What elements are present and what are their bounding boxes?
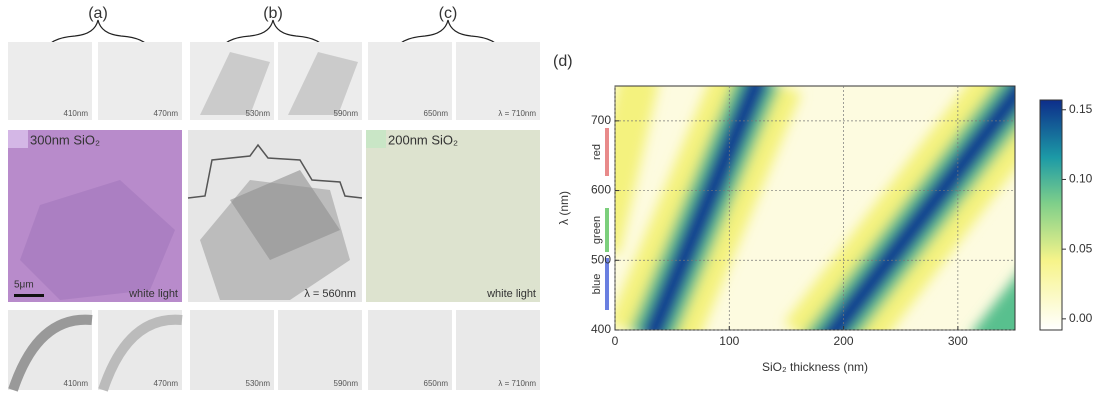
flake: [230, 170, 340, 260]
x-tick-label: 100: [719, 334, 739, 348]
band-label: red: [591, 144, 603, 160]
x-tick-label: 0: [612, 334, 619, 348]
swatch: [366, 130, 386, 148]
image-tile: [456, 42, 540, 120]
y-axis-label: λ (nm): [557, 191, 571, 225]
tile-label: 590nm: [334, 109, 359, 118]
flake: [8, 314, 93, 392]
panel-label: (d): [553, 53, 573, 70]
image-tile: [8, 42, 92, 120]
image-tile: [456, 310, 540, 390]
swatch: [8, 130, 28, 148]
caption: white light: [128, 288, 178, 300]
colorbar-tick-label: 0.15: [1069, 102, 1093, 116]
tile-label: 590nm: [334, 379, 359, 388]
caption: λ = 560nm: [304, 288, 356, 300]
image-label: 200nm SiO₂: [388, 132, 458, 147]
y-tick-label: 700: [591, 113, 611, 127]
tile-label: 470nm: [154, 379, 179, 388]
tile-label: 530nm: [246, 379, 271, 388]
colorbar-tick-label: 0.00: [1069, 311, 1093, 325]
flake: [288, 52, 358, 115]
band-swatch: [605, 128, 609, 176]
brace: [219, 19, 327, 53]
tile-label: 650nm: [424, 379, 449, 388]
tile-label: λ = 710nm: [498, 379, 536, 388]
heatmap-field: [615, 86, 1015, 330]
tile-label: 410nm: [64, 379, 89, 388]
tile-label: 530nm: [246, 109, 271, 118]
y-tick-label: 600: [591, 183, 611, 197]
image-tile: [98, 42, 182, 120]
x-tick-label: 200: [834, 334, 854, 348]
band-swatch: [605, 208, 609, 252]
profile: [187, 143, 363, 199]
scale-label: 5μm: [14, 280, 34, 291]
band-swatch: [605, 258, 609, 310]
tile-label: 410nm: [64, 109, 89, 118]
band-label: green: [591, 216, 603, 244]
colorbar-tick-label: 0.10: [1069, 172, 1093, 186]
tiles: 410nm 470nm 530nm 590nm 650nm λ = 710nm 410nm 4…: [8, 42, 540, 392]
image-tile: [368, 310, 452, 390]
tile-label: 470nm: [154, 109, 179, 118]
flake: [98, 314, 183, 392]
image-label: 300nm SiO₂: [30, 132, 100, 147]
colorbar: [1039, 99, 1063, 331]
tile-label: λ = 710nm: [498, 109, 536, 118]
flake: [200, 52, 270, 115]
brace: [44, 19, 152, 53]
flake: [20, 180, 175, 300]
image-tile: [278, 310, 362, 390]
y-tick-label: 500: [591, 252, 611, 266]
brace: [394, 19, 502, 53]
band-label: blue: [591, 274, 603, 295]
panel-label: (b): [263, 5, 283, 22]
image-tile: [190, 310, 274, 390]
scale-bar: [14, 294, 44, 297]
x-tick-label: 300: [948, 334, 968, 348]
x-axis-label: SiO₂ thickness (nm): [762, 360, 868, 374]
image-panel: [366, 130, 540, 302]
caption: white light: [486, 288, 536, 300]
tile-label: 650nm: [424, 109, 449, 118]
colorbar-tick-label: 0.05: [1069, 241, 1093, 255]
image-tile: [368, 42, 452, 120]
panel-label: (c): [439, 5, 458, 22]
y-tick-label: 400: [591, 322, 611, 336]
panel-label: (a): [88, 5, 108, 22]
